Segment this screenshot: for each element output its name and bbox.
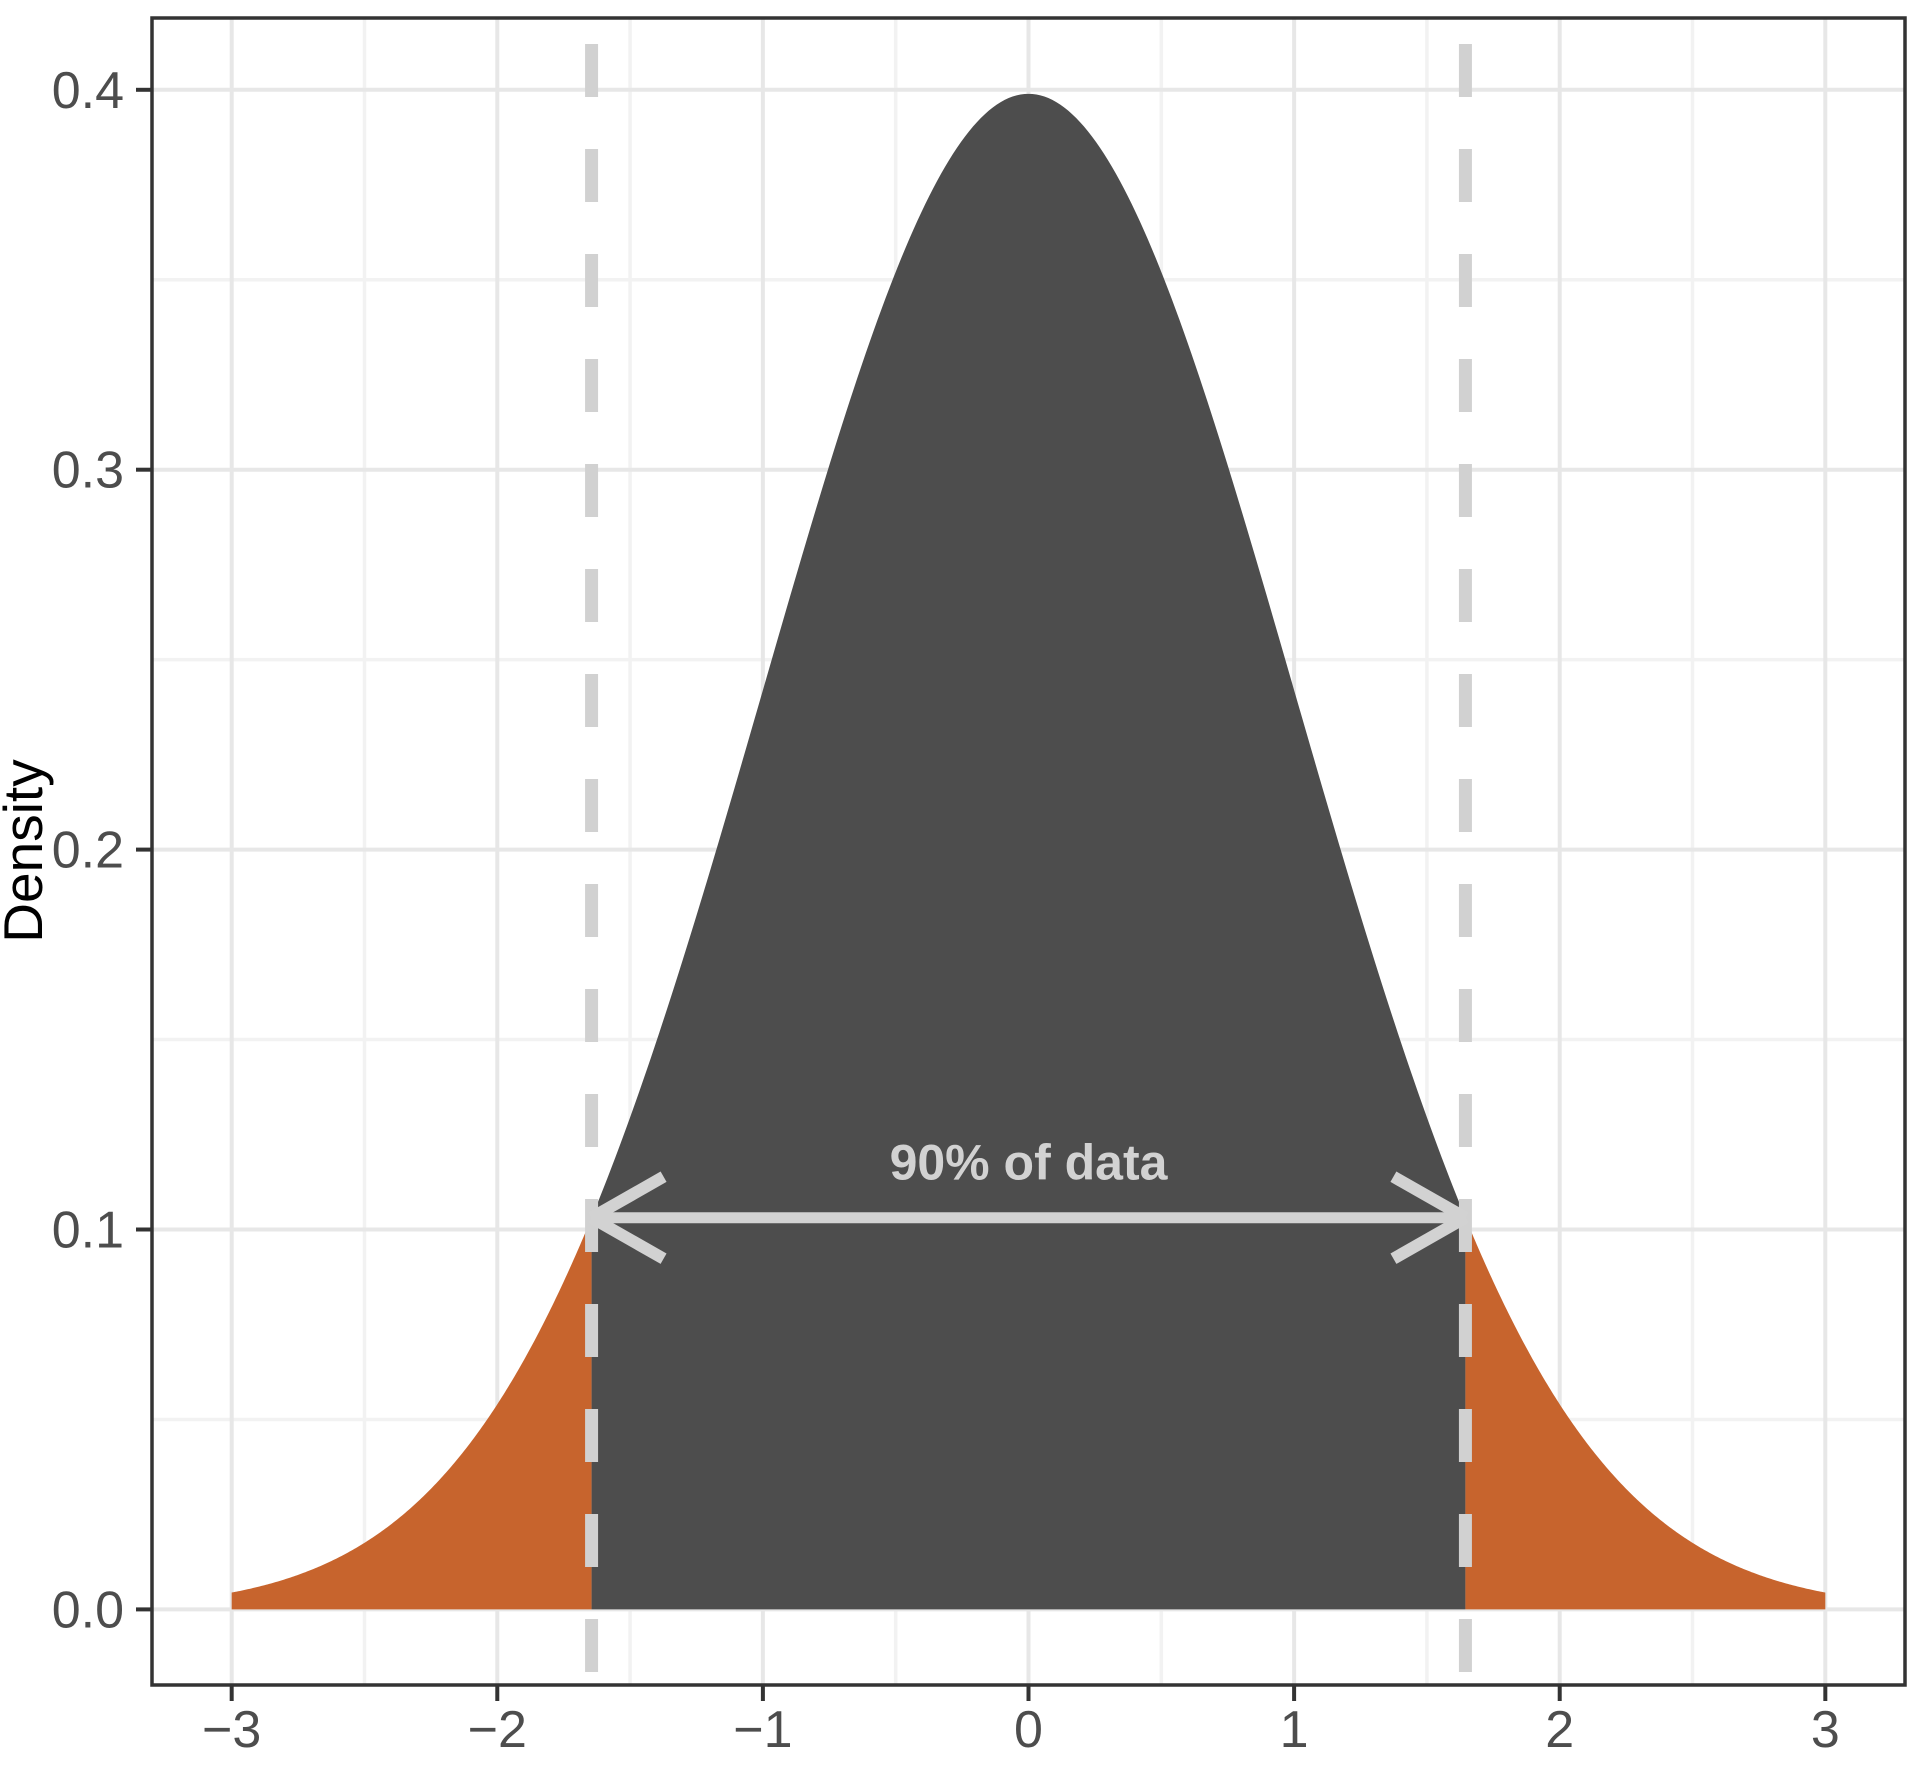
x-tick-label: 0 [1014, 1701, 1043, 1759]
arrowhead-stroke [588, 1171, 667, 1223]
x-tick-label: 1 [1280, 1701, 1309, 1759]
density-area-upper-tail [1465, 1217, 1826, 1610]
y-tick-label: 0.0 [52, 1581, 124, 1639]
arrowhead-stroke [1390, 1212, 1469, 1264]
coverage-arrow [588, 1171, 1469, 1264]
arrowhead-stroke [1390, 1171, 1469, 1223]
y-tick-label: 0.3 [52, 442, 124, 500]
x-tick-label: 3 [1811, 1701, 1840, 1759]
x-tick-label: −3 [202, 1701, 261, 1759]
y-axis-title: Density [0, 759, 54, 943]
density-area-lower-tail [231, 1217, 592, 1610]
x-tick-label: −2 [468, 1701, 527, 1759]
x-tick-label: 2 [1545, 1701, 1574, 1759]
x-tick-label: −1 [733, 1701, 792, 1759]
density-area-central-90 [591, 93, 1466, 1610]
y-tick-label: 0.1 [52, 1202, 124, 1260]
y-tick-label: 0.4 [52, 62, 124, 120]
y-tick-label: 0.2 [52, 822, 124, 880]
arrowhead-stroke [588, 1212, 667, 1264]
annotation-label: 90% of data [890, 1135, 1169, 1191]
axes: −3 −2 −1 0 1 2 3 0.0 0.1 0.2 0.3 0.4 [52, 62, 1840, 1759]
density-areas [231, 93, 1826, 1610]
quantile-vlines [585, 18, 1472, 1685]
